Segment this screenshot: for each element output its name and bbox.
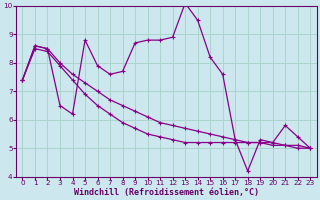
X-axis label: Windchill (Refroidissement éolien,°C): Windchill (Refroidissement éolien,°C) xyxy=(74,188,259,197)
